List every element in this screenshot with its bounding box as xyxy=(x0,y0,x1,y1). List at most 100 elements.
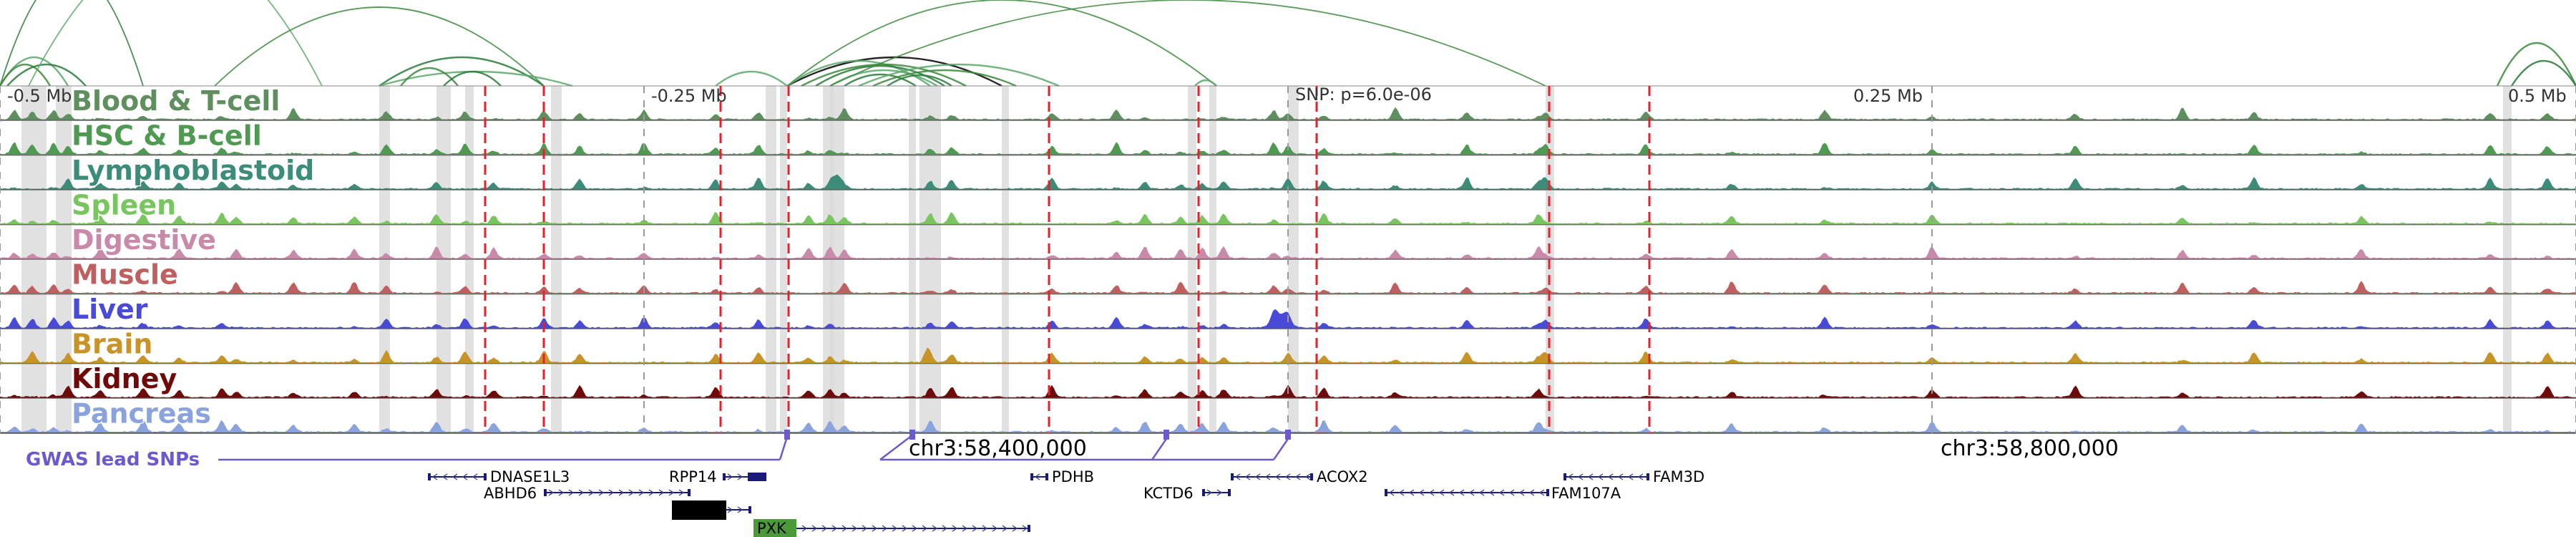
coordinate-label-2: chr3:58,800,000 xyxy=(1941,436,2119,461)
loop-arc xyxy=(715,70,788,87)
gwas-snp-marker xyxy=(784,430,790,440)
strand-arrow xyxy=(1418,489,1425,496)
strand-arrow xyxy=(727,506,733,513)
track-label: Spleen xyxy=(72,190,176,221)
strand-arrow xyxy=(638,489,645,496)
strand-arrow xyxy=(1216,489,1223,496)
exon xyxy=(428,473,431,480)
loop-arc xyxy=(0,64,52,87)
strand-arrow xyxy=(1294,473,1301,480)
strand-arrow xyxy=(841,525,848,532)
loop-arc xyxy=(0,0,144,87)
loop-arc xyxy=(6,63,87,87)
strand-arrow xyxy=(872,525,878,532)
gene-label: KCTD6 xyxy=(1143,485,1194,502)
strand-arrow xyxy=(1587,473,1594,480)
loop-arc xyxy=(872,69,1017,87)
strand-arrow xyxy=(431,473,438,480)
gwas-connector xyxy=(879,436,911,460)
strand-arrow xyxy=(1607,473,1614,480)
track-label: Kidney xyxy=(72,363,177,395)
loop-arc xyxy=(2496,42,2576,87)
strand-arrow xyxy=(1388,489,1395,496)
strand-arrow xyxy=(902,525,908,532)
gene-label: PDHB xyxy=(1052,468,1094,485)
track-label: Digestive xyxy=(72,224,216,256)
strand-arrow xyxy=(1254,473,1261,480)
loop-arc xyxy=(815,64,945,87)
exon xyxy=(1546,489,1549,496)
gene-label: HTD2 xyxy=(675,501,717,518)
exon xyxy=(484,473,487,480)
strand-arrow xyxy=(578,489,585,496)
loop-arc xyxy=(844,73,917,87)
strand-arrow xyxy=(1567,473,1574,480)
strand-arrow xyxy=(548,489,555,496)
strand-arrow xyxy=(452,473,458,480)
strand-arrow xyxy=(862,525,868,532)
strand-arrow xyxy=(1637,473,1644,480)
strand-arrow xyxy=(1244,473,1251,480)
gene-label: PXK xyxy=(757,520,787,537)
strand-arrow xyxy=(942,525,948,532)
track-label: Pancreas xyxy=(72,398,211,430)
track-label: Brain xyxy=(72,329,152,360)
strand-arrow xyxy=(668,489,675,496)
strand-arrow xyxy=(1428,489,1435,496)
strand-arrow xyxy=(1002,525,1008,532)
gene-3: HTD2 xyxy=(672,500,751,520)
exon xyxy=(748,506,751,513)
scale-bar: -0.5 Mb -0.25 Mb SNP: p=6.0e-06 0.25 Mb … xyxy=(7,84,2567,106)
gene-label: ACOX2 xyxy=(1317,468,1368,485)
strand-arrow xyxy=(1597,473,1604,480)
reference-lines xyxy=(0,86,2576,433)
strand-arrow xyxy=(811,525,818,532)
loop-arc xyxy=(443,70,502,87)
strand-arrow xyxy=(1012,525,1018,532)
strand-arrow xyxy=(568,489,575,496)
strand-arrow xyxy=(1617,473,1624,480)
gwas-track: GWAS lead SNPs xyxy=(26,430,1291,470)
strand-arrow xyxy=(1518,489,1525,496)
strand-arrow xyxy=(628,489,635,496)
gene-1: ABHD6 xyxy=(484,485,691,502)
strand-arrow xyxy=(648,489,655,496)
gwas-label: GWAS lead SNPs xyxy=(26,449,200,470)
strand-arrow xyxy=(558,489,565,496)
exon xyxy=(688,489,691,496)
gene-9: FAM3D xyxy=(1563,468,1704,485)
gene-4: PXK xyxy=(753,519,1030,537)
snp-pvalue-label: SNP: p=6.0e-06 xyxy=(1295,84,1432,105)
strand-arrow xyxy=(952,525,958,532)
exon xyxy=(1028,525,1030,532)
coordinate-label-1: chr3:58,400,000 xyxy=(909,436,1087,461)
strand-arrow xyxy=(932,525,938,532)
scale-label-minus-half: -0.5 Mb xyxy=(7,86,72,106)
strand-arrow xyxy=(1304,473,1311,480)
strand-arrow xyxy=(852,525,858,532)
strand-arrow xyxy=(1264,473,1271,480)
exon xyxy=(1231,473,1234,480)
track-label: Blood & T-cell xyxy=(72,85,280,117)
strand-arrow xyxy=(598,489,605,496)
exon xyxy=(544,489,547,496)
loop-arc xyxy=(829,0,1546,87)
track-label: Lymphoblastoid xyxy=(72,155,314,186)
gene-label: DNASE1L3 xyxy=(490,468,570,485)
strand-arrow xyxy=(1458,489,1465,496)
exon xyxy=(723,473,726,480)
gene-7: ACOX2 xyxy=(1231,468,1368,485)
strand-arrow xyxy=(1398,489,1405,496)
exon xyxy=(1045,473,1048,480)
strand-arrow xyxy=(1538,489,1545,496)
scale-label-plus-half: 0.5 Mb xyxy=(2508,86,2567,106)
strand-arrow xyxy=(618,489,625,496)
strand-arrow xyxy=(441,473,448,480)
strand-arrow xyxy=(1508,489,1515,496)
signal-track xyxy=(0,420,2576,432)
strand-arrow xyxy=(962,525,968,532)
strand-arrow xyxy=(1284,473,1291,480)
coordinate-labels: chr3:58,400,000 chr3:58,800,000 xyxy=(909,436,2119,461)
gene-8: FAM107A xyxy=(1385,485,1621,502)
